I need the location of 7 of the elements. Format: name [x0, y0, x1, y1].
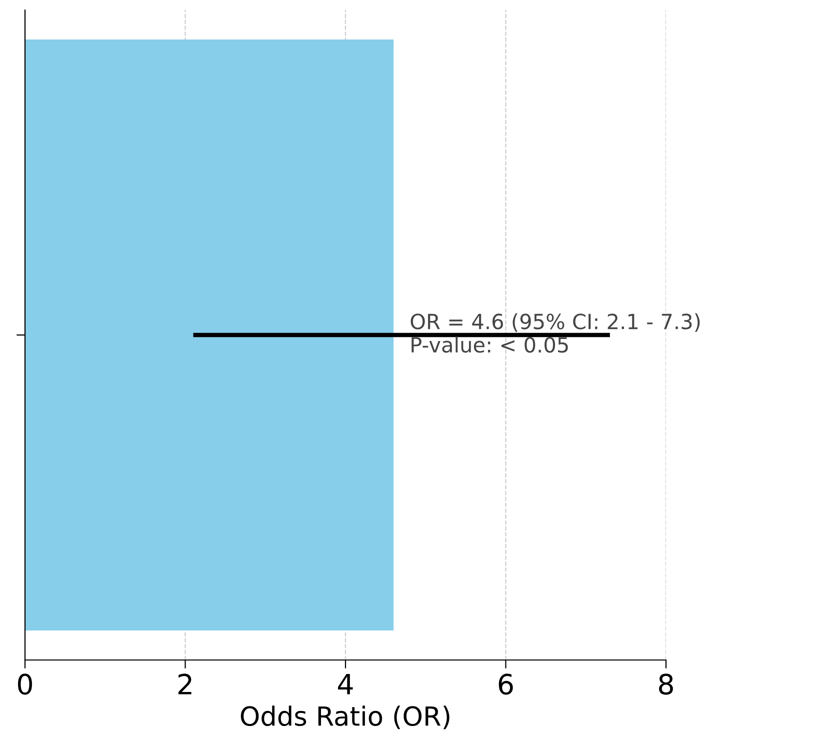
x-axis-title: Odds Ratio (OR): [240, 706, 450, 730]
x-tick-label: 8: [659, 674, 673, 695]
x-tick-label: 6: [498, 674, 513, 695]
annotation: OR = 4.6 (95% CI: 2.1 - 7.3) P-value: < 0.05: [410, 313, 700, 353]
x-tick-label: 4: [338, 674, 353, 694]
x-tick-label: 0: [18, 674, 32, 695]
x-tick-label: 2: [178, 674, 192, 694]
